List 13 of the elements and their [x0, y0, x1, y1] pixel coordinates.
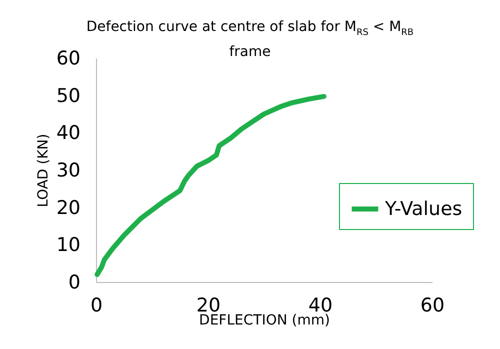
chart-title: Defection curve at centre of slab for M$_{RS}$ < M$_{RB}$ frame	[86, 19, 414, 60]
y-tick-label: 20	[56, 196, 80, 219]
y-tick-label: 60	[56, 48, 80, 70]
y-tick-label: 30	[56, 160, 80, 182]
legend-label: Y-Values	[384, 198, 462, 220]
x-tick-label: 0	[90, 294, 103, 316]
y-tick-label: 0	[68, 272, 80, 294]
y-tick-label: 10	[56, 234, 80, 256]
y-tick-label: 50	[56, 84, 80, 107]
x-axis-title: DEFLECTION (mm)	[199, 312, 330, 328]
y-axis-title: LOAD (KN)	[35, 134, 52, 208]
y-tick-label: 40	[56, 122, 80, 144]
x-tick-label: 60	[420, 294, 445, 316]
